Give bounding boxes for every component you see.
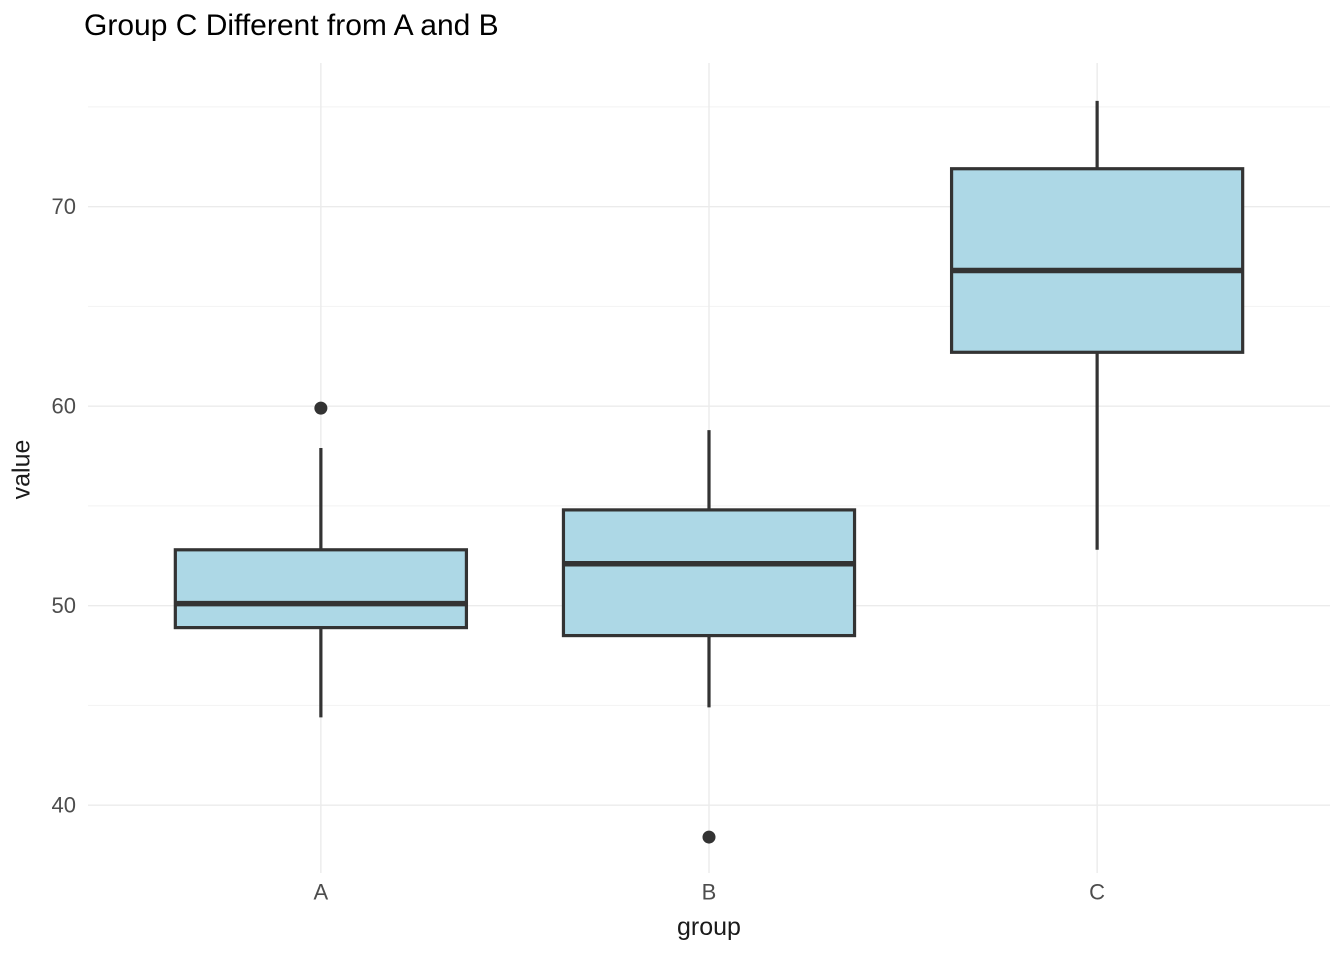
y-tick-label-70: 70 [52,194,76,219]
y-tick-label-50: 50 [52,593,76,618]
y-tick-label-40: 40 [52,793,76,818]
x-tick-label-A: A [314,880,329,905]
x-tick-label-C: C [1089,880,1105,905]
outlier-A-0 [314,401,328,415]
box-C [949,167,1245,354]
outlier-B-0 [702,830,716,844]
box-B [561,508,857,638]
box-A [173,548,469,630]
x-axis-title: group [677,913,741,941]
chart-title: Group C Different from A and B [84,9,499,42]
y-tick-label-60: 60 [52,394,76,419]
x-tick-label-B: B [702,880,717,905]
y-axis-title: value [7,439,36,500]
